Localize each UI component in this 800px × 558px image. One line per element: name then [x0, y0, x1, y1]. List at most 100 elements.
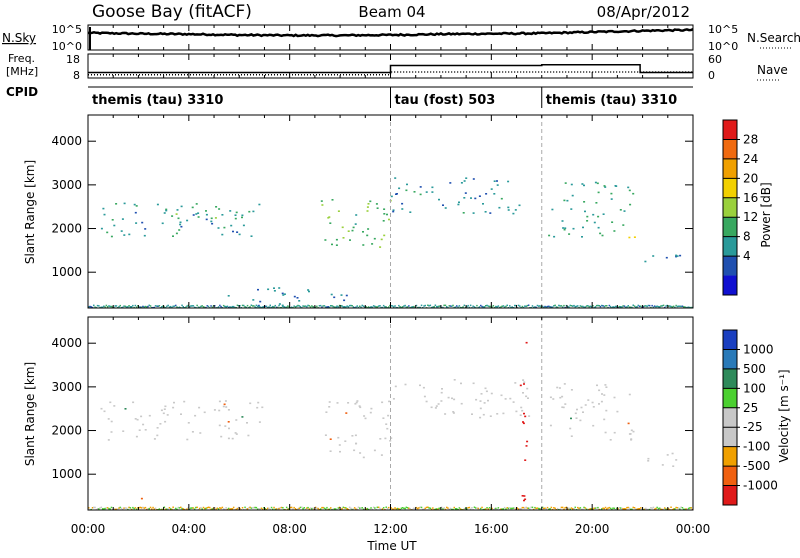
- scatter-cell: [665, 508, 667, 510]
- scatter-cell: [384, 306, 386, 308]
- scatter-cell: [672, 508, 675, 510]
- scatter-cell: [512, 212, 515, 215]
- scatter-cell: [338, 506, 341, 509]
- scatter-cell: [241, 416, 244, 418]
- scatter-cell: [94, 306, 96, 308]
- scatter-cell: [225, 406, 228, 408]
- scatter-cell: [568, 507, 570, 509]
- scatter-cell: [138, 306, 140, 308]
- scatter-cell: [676, 507, 679, 509]
- scatter-cell: [258, 203, 261, 206]
- scatter-cell: [224, 400, 227, 402]
- scatter-cell: [158, 305, 161, 307]
- scatter-cell: [273, 290, 276, 292]
- scatter-cell: [229, 508, 231, 510]
- scatter-cell: [123, 305, 125, 307]
- scatter-cell: [307, 304, 309, 307]
- scatter-cell: [345, 294, 348, 297]
- scatter-cell: [528, 415, 531, 417]
- scatter-cell: [160, 409, 163, 412]
- scatter-cell: [539, 305, 541, 307]
- scatter-cell: [325, 306, 327, 308]
- scatter-cell: [230, 224, 233, 227]
- power-scale-swatch: [723, 256, 737, 276]
- scatter-cell: [425, 191, 428, 193]
- scatter-cell: [318, 508, 321, 510]
- scatter-cell: [156, 434, 159, 437]
- scatter-cell: [623, 508, 626, 510]
- scatter-cell: [195, 506, 197, 509]
- scatter-cell: [652, 306, 655, 308]
- scatter-cell: [522, 392, 524, 394]
- scatter-cell: [119, 506, 121, 509]
- scatter-cell: [202, 506, 205, 509]
- scatter-cell: [335, 238, 338, 241]
- scatter-cell: [642, 305, 645, 308]
- scatter-cell: [307, 506, 309, 509]
- scatter-cell: [151, 508, 153, 510]
- scatter-cell: [675, 506, 677, 509]
- scatter-cell: [311, 305, 313, 307]
- scatter-cell: [419, 306, 421, 308]
- scatter-cell: [561, 395, 564, 398]
- scatter-cell: [195, 213, 198, 215]
- scatter-cell: [364, 306, 366, 308]
- scatter-cell: [347, 402, 350, 404]
- velocity-scale-swatch: [723, 407, 737, 428]
- velocity-scale-tick-label: -100: [743, 440, 770, 454]
- noise-sky-line: [87, 28, 694, 38]
- scatter-cell: [449, 182, 452, 184]
- scatter-cell: [628, 306, 631, 308]
- power-scale-tick-label: 12: [743, 210, 758, 224]
- scatter-cell: [487, 508, 490, 510]
- scatter-cell: [590, 508, 593, 510]
- scatter-cell: [206, 305, 208, 307]
- scatter-cell: [535, 306, 537, 308]
- scatter-cell: [290, 506, 293, 509]
- scatter-cell: [526, 304, 529, 307]
- scatter-cell: [342, 506, 345, 509]
- scatter-cell: [398, 508, 400, 510]
- scatter-cell: [570, 208, 573, 210]
- scatter-cell: [456, 508, 458, 510]
- scatter-cell: [283, 306, 285, 308]
- scatter-cell: [606, 305, 608, 307]
- scatter-cell: [495, 305, 497, 308]
- scatter-cell: [234, 432, 237, 434]
- scatter-cell: [479, 407, 482, 410]
- scatter-cell: [628, 393, 631, 396]
- scatter-cell: [297, 508, 299, 510]
- scatter-cell: [598, 305, 600, 307]
- velocity-scale-swatch: [723, 330, 737, 350]
- scatter-cell: [642, 508, 645, 510]
- scatter-cell: [510, 306, 512, 308]
- scatter-cell: [180, 205, 183, 208]
- scatter-cell: [255, 506, 258, 509]
- scatter-cell: [183, 400, 186, 403]
- scatter-cell: [122, 508, 124, 510]
- scatter-cell: [507, 209, 510, 211]
- scatter-cell: [583, 306, 585, 308]
- scatter-cell: [472, 305, 474, 307]
- scatter-cell: [424, 507, 426, 510]
- scatter-cell: [342, 237, 345, 239]
- scatter-cell: [269, 304, 271, 307]
- velocity-scale-swatch: [723, 349, 737, 370]
- scatter-cell: [99, 507, 101, 509]
- scatter-cell: [312, 507, 314, 510]
- scatter-cell: [598, 389, 601, 392]
- scatter-cell: [584, 210, 586, 213]
- scatter-cell: [258, 508, 260, 510]
- scatter-cell: [113, 224, 116, 227]
- scatter-cell: [423, 395, 426, 398]
- scatter-cell: [526, 507, 529, 509]
- scatter-cell: [617, 507, 619, 510]
- scatter-cell: [344, 440, 347, 442]
- scatter-cell: [522, 421, 524, 423]
- scatter-cell: [129, 306, 132, 308]
- scatter-cell: [482, 508, 484, 510]
- scatter-cell: [564, 507, 566, 509]
- scatter-cell: [498, 306, 501, 308]
- scatter-cell: [646, 508, 648, 510]
